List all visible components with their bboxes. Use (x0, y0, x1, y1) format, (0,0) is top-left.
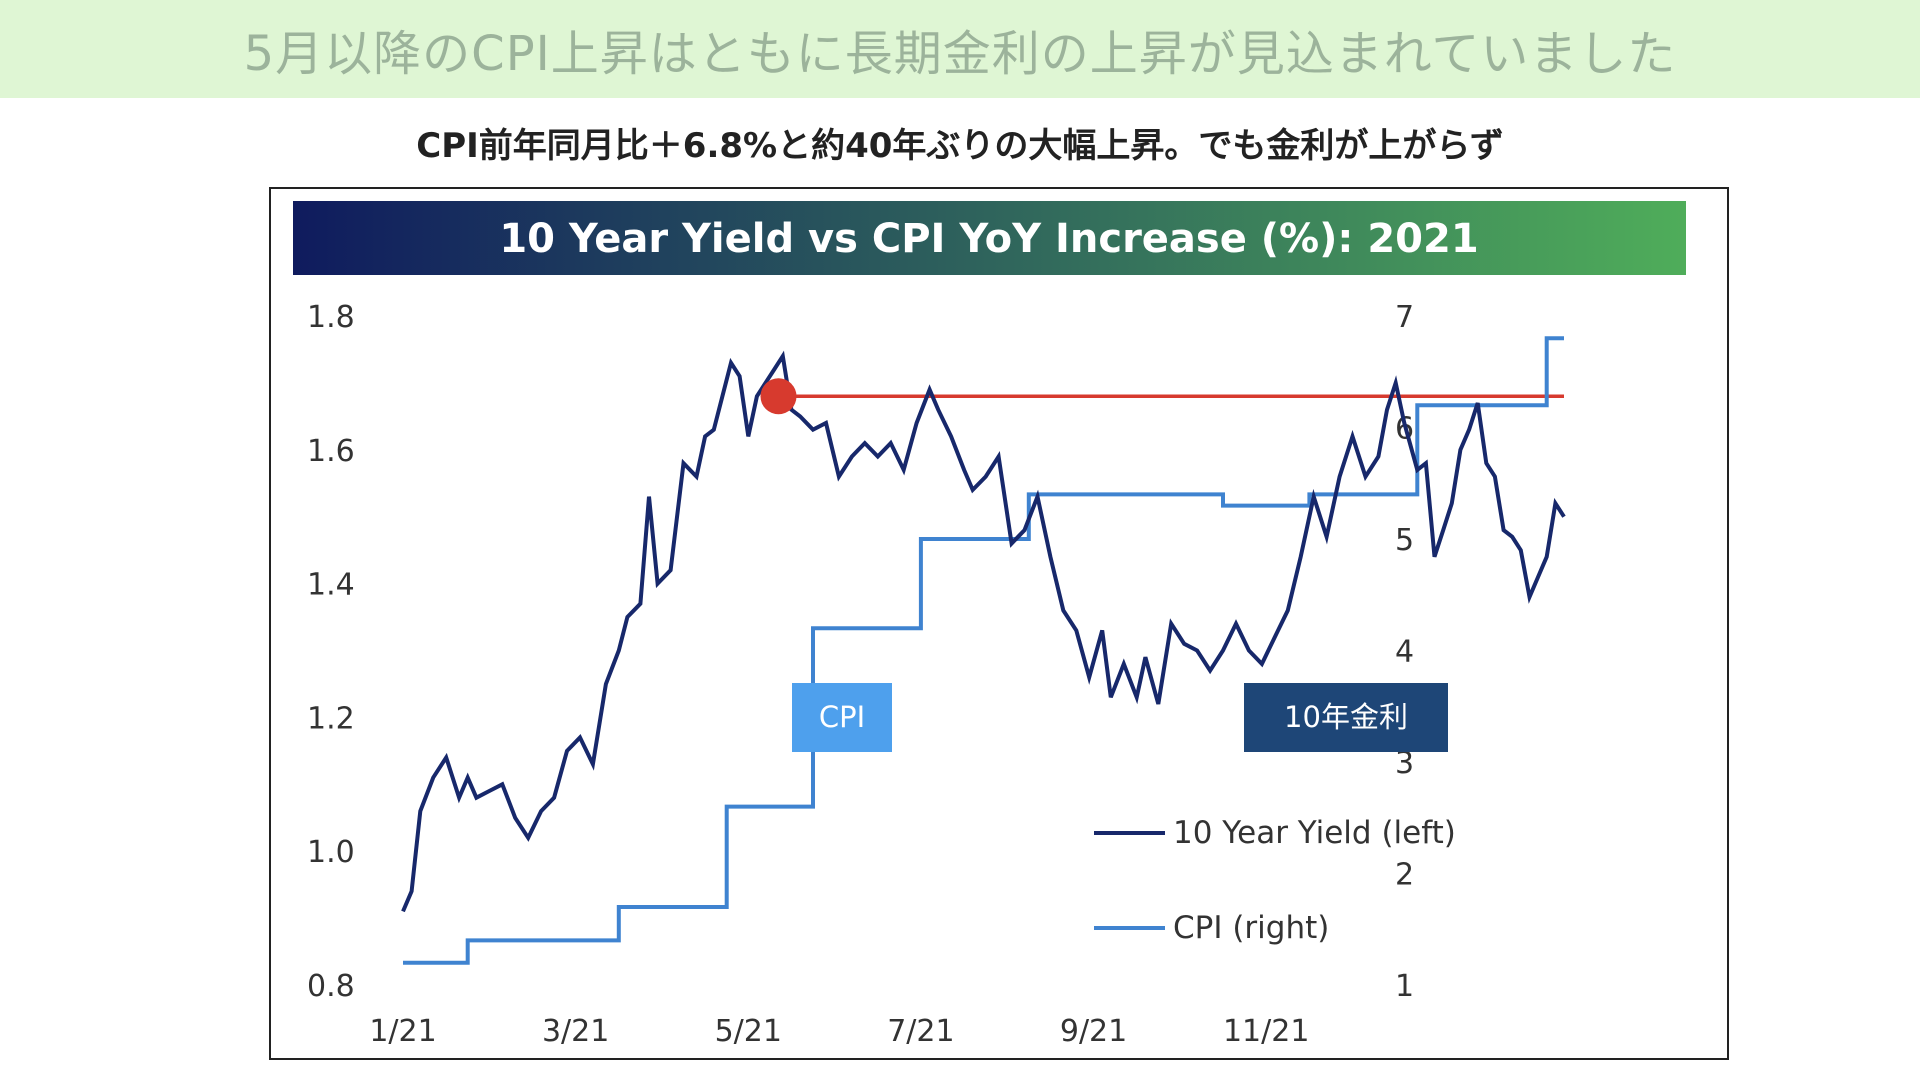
left-axis-ticks: 1.8 1.6 1.4 1.2 1.0 0.8 (307, 300, 355, 1004)
legend-yield-label: 10 Year Yield (left) (1173, 815, 1456, 851)
cpi-tag: CPI (819, 700, 865, 734)
cpi-series-line (403, 336, 1564, 965)
x-axis-tick-label: 9/21 (1060, 1014, 1127, 1049)
left-axis-tick-label: 1.6 (307, 434, 355, 469)
left-axis-tick-label: 0.8 (307, 969, 355, 1004)
x-axis-tick-label: 5/21 (715, 1014, 782, 1049)
right-axis-tick-label: 3 (1395, 746, 1414, 781)
slide-subtitle: CPI前年同月比＋6.8%と約40年ぶりの大幅上昇。でも金利が上がらず (416, 126, 1504, 166)
x-axis-tick-label: 11/21 (1223, 1014, 1309, 1049)
yield-vs-cpi-chart: 10 Year Yield vs CPI YoY Increase (%): 2… (293, 201, 1686, 1049)
slide-title-bar: 5月以降のCPI上昇はともに長期金利の上昇が見込まれていました (0, 0, 1920, 98)
x-axis-tick-label: 1/21 (369, 1014, 436, 1049)
slide-title: 5月以降のCPI上昇はともに長期金利の上昇が見込まれていました (243, 26, 1677, 82)
right-axis-tick-label: 1 (1395, 969, 1414, 1004)
right-axis-tick-label: 4 (1395, 635, 1414, 670)
reference-marker (760, 378, 797, 415)
left-axis-tick-label: 1.2 (307, 701, 355, 736)
yield-series-line (401, 350, 1566, 913)
right-axis-tick-label: 7 (1395, 300, 1414, 335)
yield-tag: 10年金利 (1284, 700, 1408, 734)
left-axis-tick-label: 1.8 (307, 300, 355, 335)
chart-title-banner (293, 201, 1686, 275)
left-axis-tick-label: 1.0 (307, 835, 355, 870)
yield-tag-box (1244, 683, 1448, 752)
right-axis-tick-label: 5 (1395, 523, 1414, 558)
x-axis-tick-label: 7/21 (887, 1014, 954, 1049)
right-axis-tick-label: 2 (1395, 858, 1414, 893)
legend-cpi-label: CPI (right) (1173, 910, 1329, 946)
x-axis-ticks: 1/21 3/21 5/21 7/21 9/21 11/21 (369, 1014, 1309, 1049)
cpi-tag-box (792, 683, 892, 752)
left-axis-tick-label: 1.4 (307, 568, 355, 603)
x-axis-tick-label: 3/21 (542, 1014, 609, 1049)
chart-title: 10 Year Yield vs CPI YoY Increase (%): 2… (499, 216, 1478, 262)
chart-frame: 10 Year Yield vs CPI YoY Increase (%): 2… (269, 187, 1729, 1060)
